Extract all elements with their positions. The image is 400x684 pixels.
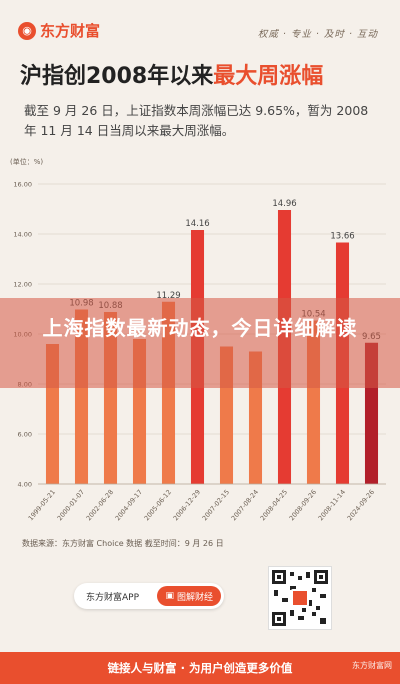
title-highlight: 最大周涨幅	[213, 64, 324, 89]
logo-text: 东方财富	[40, 22, 101, 40]
app-button[interactable]: ▣ 图解财经	[157, 586, 221, 606]
chart-icon: ▣	[165, 591, 174, 601]
x-tick-label: 2007-02-15	[201, 488, 231, 522]
footer-brand: 东方财富网	[352, 661, 392, 670]
data-label: 14.16	[185, 219, 209, 229]
logo-mark-icon: ◉	[18, 21, 36, 40]
x-tick-label: 2008-11-14	[317, 488, 347, 522]
x-tick-label: 2008-04-25	[259, 488, 289, 522]
x-tick-label: 2000-01-07	[56, 488, 86, 522]
qr-logo-icon	[291, 589, 309, 607]
x-tick-label: 2006-12-29	[172, 488, 202, 522]
x-tick-label: 2024-09-26	[346, 488, 376, 522]
y-tick-label: 14.00	[13, 231, 32, 239]
y-tick-label: 6.00	[18, 431, 32, 439]
qr-code[interactable]	[268, 566, 332, 630]
page-subtitle: 截至 9 月 26 日，上证指数本周涨幅已达 9.65%，暂为 2008 年 1…	[24, 103, 369, 138]
data-label: 14.96	[272, 199, 296, 209]
y-tick-label: 4.00	[18, 481, 32, 489]
data-source: 数据来源：东方财富 Choice 数据 截至时间：9 月 26 日	[22, 539, 224, 548]
x-tick-label: 2005-06-12	[143, 488, 173, 522]
y-axis-label: (单位：%)	[10, 157, 43, 166]
page-title: 沪指创2008年以来最大周涨幅	[20, 58, 323, 90]
x-tick-label: 1999-05-21	[27, 488, 57, 522]
footer-slogan: 链接人与财富 · 为用户创造更多价值	[107, 661, 293, 675]
x-tick-label: 2002-06-28	[85, 488, 115, 522]
tagline: 权威 · 专业 · 及时 · 互动	[257, 29, 378, 40]
y-tick-label: 12.00	[13, 281, 32, 289]
x-tick-label: 2004-09-17	[114, 488, 144, 522]
x-tick-label: 2008-09-26	[288, 488, 318, 522]
app-name: 东方财富APP	[86, 592, 140, 603]
data-label: 11.29	[156, 291, 180, 301]
app-promo[interactable]: 东方财富APP ▣ 图解财经	[74, 583, 224, 609]
headline-overlay	[0, 298, 400, 388]
title-main: 沪指创2008年以来	[20, 64, 214, 89]
x-tick-label: 2007-08-24	[230, 488, 260, 522]
footer-bar: 链接人与财富 · 为用户创造更多价值 东方财富网	[0, 652, 400, 684]
data-label: 13.66	[330, 232, 354, 242]
logo: ◉ 东方财富	[18, 20, 100, 41]
bar-chart: (单位：%)4.006.008.0010.0012.0014.0016.0019…	[10, 157, 386, 522]
header-bar: ◉ 东方财富 权威 · 专业 · 及时 · 互动	[0, 0, 400, 60]
app-button-label: 图解财经	[176, 592, 213, 603]
y-tick-label: 16.00	[13, 181, 32, 189]
overlay-headline: 上海指数最新动态，今日详细解读	[42, 316, 358, 340]
